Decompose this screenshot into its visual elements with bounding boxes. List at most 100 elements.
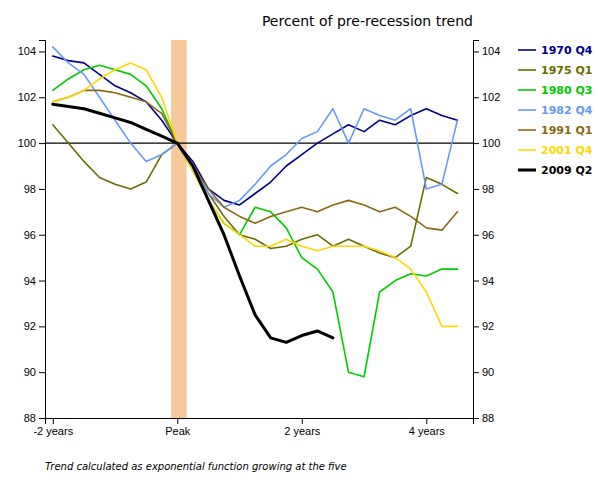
tick-mark	[53, 418, 54, 424]
series-line	[53, 63, 458, 326]
tick-label: 96	[482, 229, 494, 241]
tick-label: 4 years	[409, 425, 446, 437]
tick-mark	[39, 143, 45, 144]
tick-mark	[473, 418, 479, 419]
tick-mark	[39, 372, 45, 373]
y-axis: 88 90 92 94 96 98 100 102 104	[18, 41, 46, 425]
tick-label: Peak	[165, 425, 191, 437]
series-line	[53, 65, 458, 377]
legend-swatch	[518, 109, 536, 111]
tick: Peak	[165, 418, 191, 437]
tick-mark	[473, 281, 479, 282]
tick-label: 96	[24, 229, 36, 241]
tick-mark	[177, 418, 178, 424]
legend-entry: 2009 Q2	[518, 164, 592, 177]
legend-label: 1980 Q3	[541, 84, 592, 97]
legend: 1970 Q4 1975 Q1 1980 Q3 1982 Q4 1991 Q1 2001 …	[518, 44, 593, 177]
chart: -2 years Peak 2 years 4 years 88 90 92 94 96 98 10…	[0, 0, 598, 480]
tick-mark	[39, 418, 45, 419]
legend-entry: 1970 Q4	[518, 44, 593, 57]
tick: 104	[18, 45, 45, 57]
tick-label: 94	[482, 275, 494, 287]
tick-mark	[473, 372, 479, 373]
y2-axis: 88 90 92 94 96 98 100 102 104	[473, 41, 500, 425]
tick-label: 100	[482, 137, 500, 149]
series-line	[53, 56, 458, 205]
legend-entry: 1975 Q1	[518, 64, 592, 77]
tick-mark	[39, 97, 45, 98]
tick: 94	[473, 275, 494, 287]
x-axis-line	[46, 419, 474, 425]
y-axis-line	[39, 41, 46, 419]
tick: 92	[473, 320, 494, 332]
series-line	[53, 125, 458, 258]
tick-label: 100	[18, 137, 36, 149]
tick: 96	[24, 229, 45, 241]
tick-label: 102	[482, 91, 500, 103]
tick: 96	[473, 229, 494, 241]
highlight-band	[171, 40, 187, 418]
tick: 98	[24, 183, 45, 195]
tick: -2 years	[33, 418, 73, 437]
tick: 94	[24, 275, 45, 287]
tick-label: 94	[24, 275, 36, 287]
legend-swatch	[518, 169, 536, 172]
legend-swatch	[518, 69, 536, 71]
tick: 100	[473, 137, 500, 149]
reference-line	[45, 142, 473, 143]
marks	[45, 40, 473, 418]
legend-label: 1975 Q1	[541, 64, 592, 77]
tick-mark	[39, 326, 45, 327]
tick-mark	[302, 418, 303, 424]
tick-mark	[473, 326, 479, 327]
tick-label: -2 years	[33, 425, 73, 437]
tick-label: 104	[18, 45, 36, 57]
tick-label: 88	[482, 412, 494, 424]
tick-label: 102	[18, 91, 36, 103]
tick: 88	[24, 412, 45, 424]
tick-label: 92	[482, 320, 494, 332]
legend-swatch	[518, 129, 536, 131]
series-line	[53, 104, 333, 342]
legend-swatch	[518, 49, 536, 51]
legend-entry: 1991 Q1	[518, 124, 592, 137]
tick-mark	[473, 235, 479, 236]
tick: 90	[473, 366, 494, 378]
tick-label: 90	[482, 366, 494, 378]
legend-label: 1991 Q1	[541, 124, 592, 137]
legend-entry: 2001 Q4	[518, 144, 593, 157]
tick: 104	[473, 45, 500, 57]
title: Percent of pre-recession trend	[262, 13, 473, 29]
legend-swatch	[518, 89, 536, 91]
plot: -2 years Peak 2 years 4 years 88 90 92 94 96 98 10…	[18, 40, 501, 437]
tick: 98	[473, 183, 494, 195]
footnote: Trend calculated as exponential function…	[45, 461, 347, 472]
tick-mark	[39, 189, 45, 190]
legend-label: 1970 Q4	[541, 44, 593, 57]
tick-label: 98	[24, 183, 36, 195]
tick-label: 2 years	[284, 425, 321, 437]
tick: 92	[24, 320, 45, 332]
x-axis: -2 years Peak 2 years 4 years	[33, 418, 473, 437]
tick: 90	[24, 366, 45, 378]
tick: 102	[18, 91, 45, 103]
tick-label: 90	[24, 366, 36, 378]
tick-mark	[473, 143, 479, 144]
tick-mark	[39, 51, 45, 52]
legend-label: 1982 Q4	[541, 104, 593, 117]
tick: 100	[18, 137, 45, 149]
legend-swatch	[518, 149, 536, 151]
tick-mark	[473, 97, 479, 98]
tick-mark	[473, 51, 479, 52]
legend-entry: 1980 Q3	[518, 84, 592, 97]
tick-label: 98	[482, 183, 494, 195]
tick: 2 years	[284, 418, 321, 437]
tick: 88	[473, 412, 494, 424]
tick-mark	[426, 418, 427, 424]
legend-label: 2001 Q4	[541, 144, 593, 157]
tick-label: 104	[482, 45, 500, 57]
tick-mark	[473, 189, 479, 190]
tick-mark	[39, 235, 45, 236]
tick-label: 92	[24, 320, 36, 332]
tick-mark	[39, 281, 45, 282]
